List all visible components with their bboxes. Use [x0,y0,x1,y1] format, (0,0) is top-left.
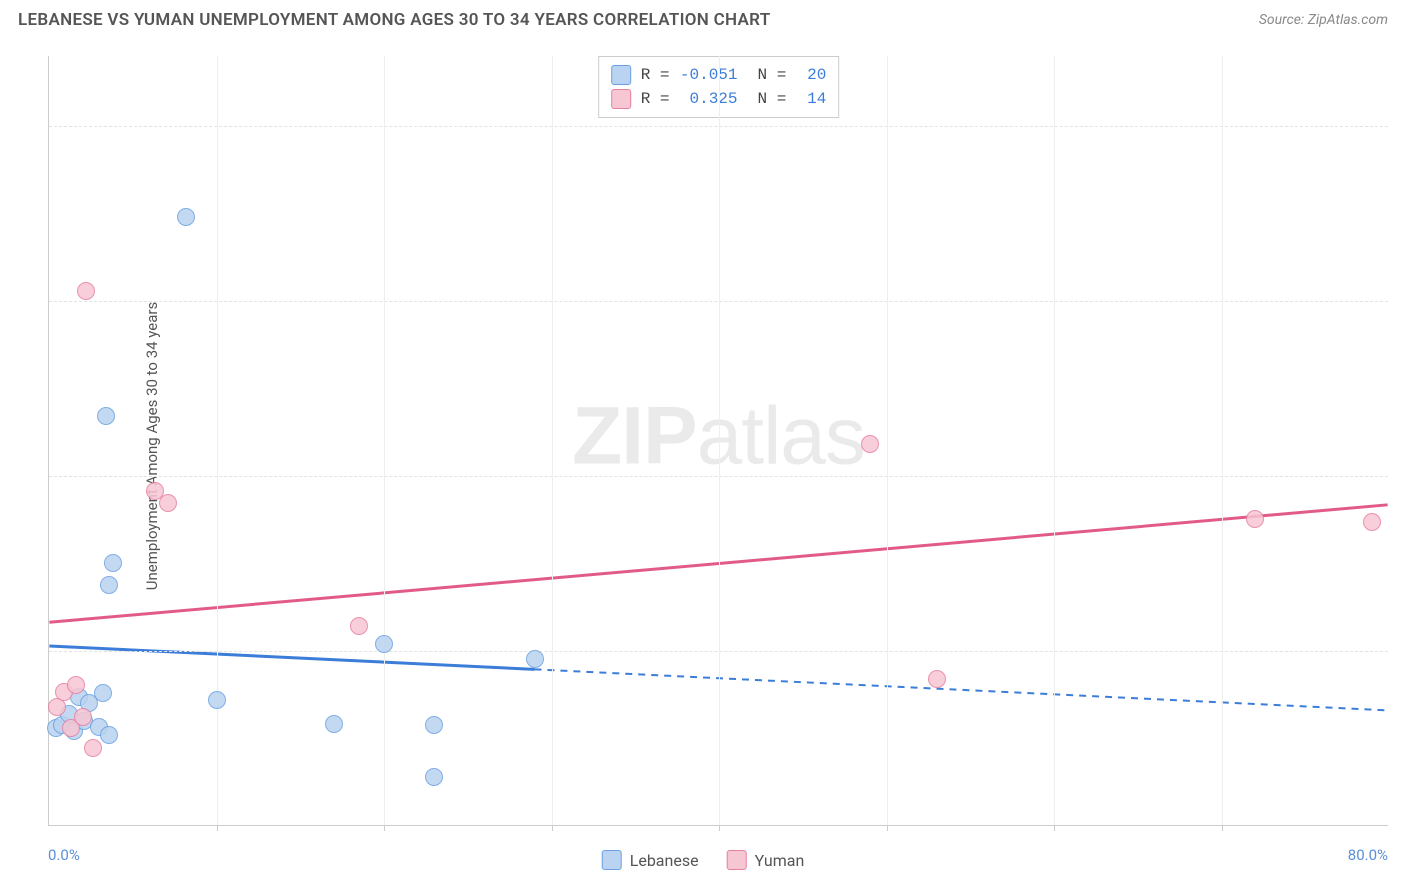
yuman-point [928,670,946,688]
x-tick [719,825,720,831]
gridline-vertical [552,56,553,825]
gridline-vertical [384,56,385,825]
legend-swatch [611,65,631,85]
lebanese-point [425,768,443,786]
regression-line [534,669,1387,710]
lebanese-point [526,650,544,668]
yuman-point [77,282,95,300]
x-tick [552,825,553,831]
stat-n-label: N = [758,87,787,111]
regression-line [49,646,534,669]
series-legend: Lebanese Yuman [602,850,805,870]
x-tick [1054,825,1055,831]
lebanese-point [100,576,118,594]
x-tick [384,825,385,831]
gridline-vertical [1054,56,1055,825]
chart-plot-area: ZIPatlas R =-0.051N =20R =0.325N =14 12.… [48,56,1388,826]
legend-swatch [602,850,622,870]
yuman-point [48,698,66,716]
stat-r-value: 0.325 [680,87,738,111]
legend-item: Lebanese [602,850,699,870]
header: LEBANESE VS YUMAN UNEMPLOYMENT AMONG AGE… [0,0,1406,36]
lebanese-point [94,684,112,702]
y-tick-label: 12.5% [1393,642,1406,660]
stat-n-label: N = [758,63,787,87]
legend-swatch [611,89,631,109]
stat-r-label: R = [641,87,670,111]
yuman-point [350,617,368,635]
gridline-vertical [217,56,218,825]
lebanese-point [100,726,118,744]
yuman-point [1363,513,1381,531]
yuman-point [861,435,879,453]
yuman-point [84,739,102,757]
lebanese-point [104,554,122,572]
yuman-point [159,494,177,512]
gridline-vertical [1222,56,1223,825]
stat-n-value: 20 [796,63,826,87]
watermark-part2: atlas [697,390,865,481]
lebanese-point [425,716,443,734]
legend-swatch [727,850,747,870]
watermark-part1: ZIP [572,390,697,481]
lebanese-point [97,407,115,425]
legend-label: Yuman [755,851,805,870]
chart-title: LEBANESE VS YUMAN UNEMPLOYMENT AMONG AGE… [18,10,771,30]
yuman-point [74,708,92,726]
lebanese-point [375,635,393,653]
x-axis-min-label: 0.0% [48,846,80,864]
x-tick [887,825,888,831]
lebanese-point [177,208,195,226]
stat-r-value: -0.051 [680,63,738,87]
stat-n-value: 14 [796,87,826,111]
gridline-vertical [887,56,888,825]
source-attribution: Source: ZipAtlas.com [1259,12,1388,28]
lebanese-point [325,715,343,733]
yuman-point [67,676,85,694]
y-tick-label: 25.0% [1393,467,1406,485]
stat-r-label: R = [641,63,670,87]
lebanese-point [208,691,226,709]
y-tick-label: 50.0% [1393,117,1406,135]
gridline-vertical [719,56,720,825]
legend-item: Yuman [727,850,805,870]
legend-label: Lebanese [630,851,699,870]
y-tick-label: 37.5% [1393,292,1406,310]
yuman-point [1246,510,1264,528]
x-tick [1222,825,1223,831]
x-axis-max-label: 80.0% [1348,846,1388,864]
x-tick [217,825,218,831]
